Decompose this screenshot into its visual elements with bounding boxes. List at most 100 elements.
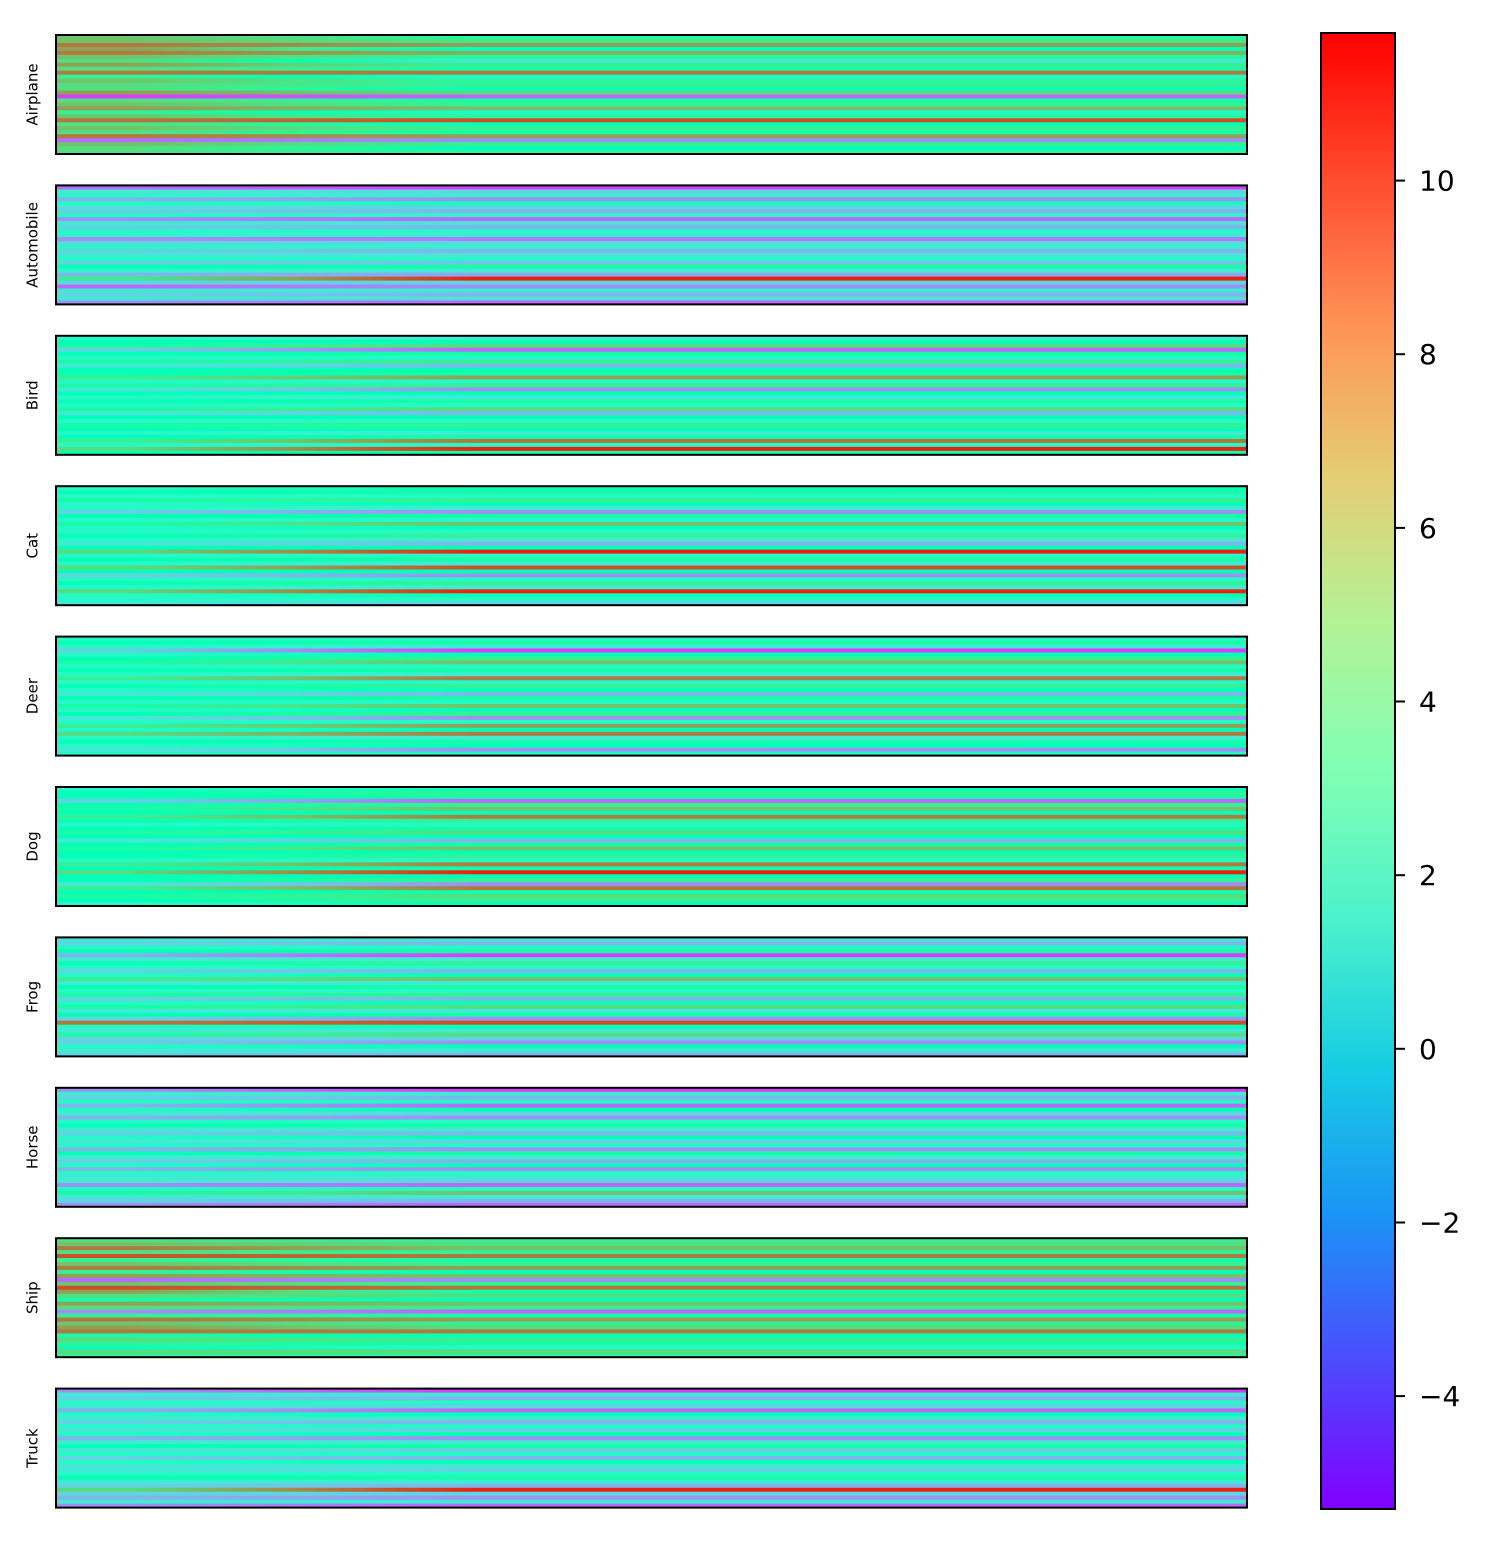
heatmap-row — [56, 1277, 1247, 1283]
heatmap-row — [56, 1491, 1247, 1497]
panel-label: Dog — [24, 831, 42, 861]
heatmap-row — [56, 58, 1247, 64]
heatmap-row — [56, 240, 1247, 246]
heatmap-row — [56, 1202, 1247, 1207]
heatmap-row — [56, 850, 1247, 856]
heatmap-row — [56, 296, 1247, 302]
heatmap-row — [56, 494, 1247, 499]
heatmap-row — [56, 1175, 1247, 1180]
heatmap-row — [56, 798, 1247, 804]
heatmap-row — [56, 450, 1247, 455]
heatmap-row — [56, 557, 1247, 563]
heatmap-row — [56, 189, 1247, 194]
heatmap-row — [56, 126, 1247, 131]
heatmap-row — [56, 577, 1247, 582]
heatmap-row — [56, 1044, 1247, 1050]
heatmap-row — [56, 1408, 1247, 1413]
heatmap-row — [56, 264, 1247, 270]
heatmap-row — [56, 870, 1247, 875]
colorbar-tick-label: 6 — [1419, 512, 1437, 545]
heatmap-row — [56, 656, 1247, 661]
heatmap-row — [56, 894, 1247, 899]
heatmap-row — [56, 1305, 1247, 1311]
heatmap-row — [56, 1143, 1247, 1148]
heatmap-row — [56, 1024, 1247, 1030]
heatmap-row — [56, 427, 1247, 432]
heatmap-row — [56, 1503, 1247, 1508]
heatmap-row — [56, 411, 1247, 416]
panel-automobile: Automobile — [24, 184, 1248, 306]
panel-airplane: Airplane — [24, 34, 1248, 155]
heatmap-row — [56, 1273, 1247, 1279]
heatmap-row — [56, 256, 1247, 262]
heatmap-row — [56, 648, 1247, 654]
heatmap-row — [56, 1246, 1247, 1251]
heatmap-row — [56, 1333, 1247, 1338]
heatmap-row — [56, 593, 1247, 598]
heatmap-row — [56, 490, 1247, 495]
panel-label: Truck — [24, 1428, 42, 1469]
heatmap-row — [56, 1325, 1247, 1331]
heatmap-row — [56, 858, 1247, 863]
heatmap-row — [56, 106, 1247, 111]
heatmap-row — [56, 1179, 1247, 1184]
heatmap-row — [56, 1475, 1247, 1481]
colorbar-tick-label: −4 — [1419, 1380, 1460, 1413]
heatmap-row — [56, 561, 1247, 567]
heatmap-row — [56, 573, 1247, 579]
heatmap-row — [56, 367, 1247, 373]
heatmap-row — [56, 1456, 1247, 1461]
heatmap-row — [56, 794, 1247, 800]
heatmap-row — [56, 1424, 1247, 1429]
heatmap-row — [56, 118, 1247, 123]
heatmap-row — [56, 1281, 1247, 1287]
heatmap-row — [56, 541, 1247, 547]
colorbar-tick-label: 8 — [1419, 338, 1437, 371]
heatmap-row — [56, 1107, 1247, 1113]
heatmap-row — [56, 1147, 1247, 1152]
heatmap-row — [56, 78, 1247, 84]
heatmap-row — [56, 42, 1247, 48]
panel-frame — [55, 786, 1248, 907]
panel-label: Frog — [24, 981, 42, 1013]
heatmap-row — [56, 122, 1247, 127]
colorbar: 10 8 6 4 2 0 −2 −4 — [1320, 32, 1460, 1510]
heatmap-row — [56, 525, 1247, 531]
heatmap-row — [56, 723, 1247, 729]
heatmap-row — [56, 150, 1247, 154]
heatmap-row — [56, 1254, 1247, 1259]
heatmap-row — [56, 1345, 1247, 1350]
panel-frame — [55, 334, 1248, 456]
heatmap-row — [56, 38, 1247, 44]
heatmap-row — [56, 1167, 1247, 1172]
heatmap-row — [56, 50, 1247, 56]
heatmap-row — [56, 1349, 1247, 1354]
heatmap-row — [56, 438, 1247, 444]
heatmap-row — [56, 838, 1247, 844]
heatmap-row — [56, 977, 1247, 982]
heatmap-row — [56, 300, 1247, 305]
heatmap-row — [56, 379, 1247, 384]
panel-label: Ship — [24, 1281, 42, 1314]
heatmap-row — [56, 1313, 1247, 1319]
heatmap-row — [56, 197, 1247, 202]
heatmap-row — [56, 969, 1247, 974]
heatmap-row — [56, 727, 1247, 733]
heatmap-row — [56, 1099, 1247, 1105]
heatmap-row — [56, 696, 1247, 701]
heatmap-row — [56, 248, 1247, 254]
heatmap-row — [56, 1151, 1247, 1156]
heatmap-row — [56, 949, 1247, 954]
heatmap-row — [56, 407, 1247, 412]
heatmap-row — [56, 818, 1247, 824]
heatmap-row — [56, 193, 1247, 198]
heatmap-row — [56, 961, 1247, 966]
colorbar-tick-label: 2 — [1419, 859, 1437, 892]
heatmap-row — [56, 700, 1247, 705]
heatmap-row — [56, 1467, 1247, 1473]
heatmap-row — [56, 1479, 1247, 1485]
heatmap-row — [56, 692, 1247, 697]
heatmap-row — [56, 1155, 1247, 1160]
heatmap-row — [56, 1412, 1247, 1417]
